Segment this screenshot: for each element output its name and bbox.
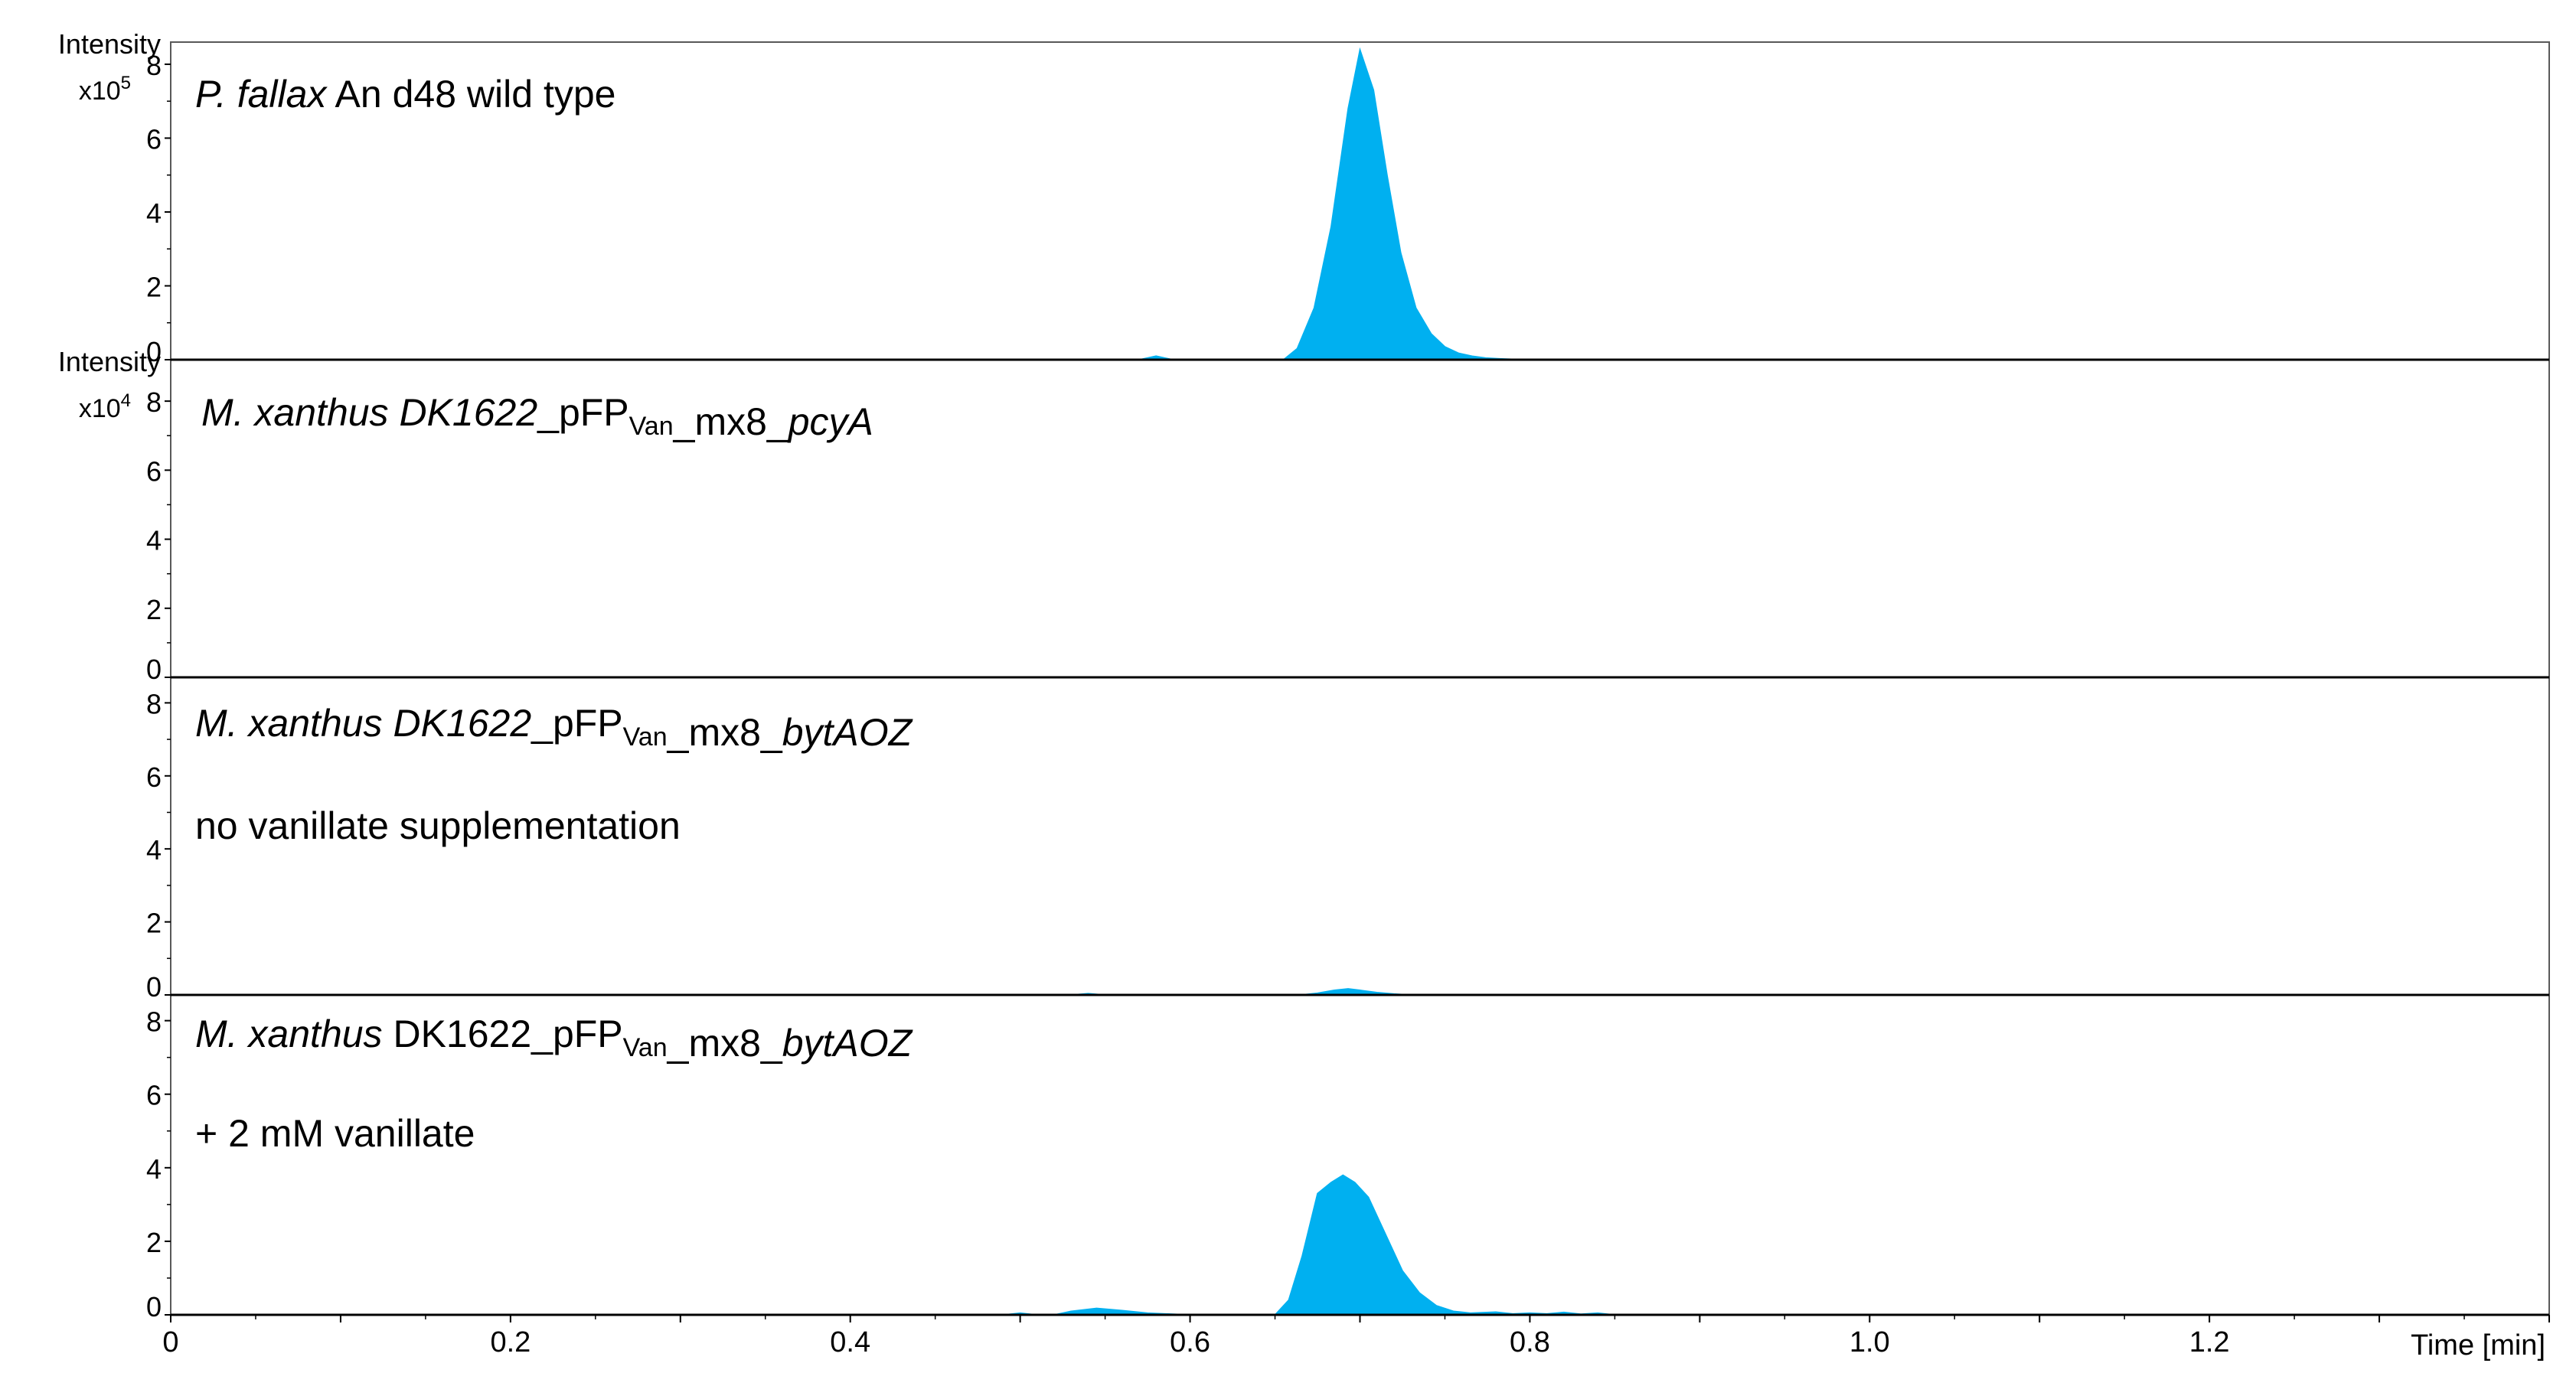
y-tick-label: 8 <box>146 688 162 719</box>
y-axis-title: Intensity <box>58 346 161 377</box>
annotation-segment: pcyA <box>787 400 873 443</box>
annotation-segment: Van <box>623 722 668 752</box>
x-tick-label: 0.6 <box>1170 1326 1210 1358</box>
y-tick-label: 4 <box>146 525 162 556</box>
y-tick-label: 6 <box>146 123 162 155</box>
annotation-segment: bytAOZ <box>782 711 913 754</box>
y-tick-label: 4 <box>146 197 162 229</box>
panel-2: 0 2 4 6 8 Intensity x104 M. xanthus DK1622_pFPV… <box>58 346 2549 685</box>
y-tick-label: 6 <box>146 761 162 793</box>
annotation-segment: P. fallax <box>195 73 328 116</box>
y-tick-label: 8 <box>146 386 162 418</box>
x-tick-label: 1.2 <box>2189 1326 2230 1358</box>
annotation-line: M. xanthus DK1622_pFPVan_mx8_bytAOZ <box>195 702 913 754</box>
panel-4: 0 2 4 6 8 M. xanthus DK1622_pFPVan_mx8_bytAOZ… <box>146 1006 2549 1322</box>
annotation-segment: _pFP <box>531 702 623 745</box>
annotation-segment: no vanillate supplementation <box>195 804 681 847</box>
annotation-segment: An d48 wild type <box>326 73 615 116</box>
annotation-segment: bytAOZ <box>782 1022 913 1065</box>
annotation-segment: _mx8_ <box>667 1022 783 1065</box>
x-axis: 0 0.2 0.4 0.6 0.8 1.0 1.2 Time [min] <box>162 1315 2550 1362</box>
x-tick-label: 0.4 <box>830 1326 870 1358</box>
x-axis-title: Time [min] <box>2411 1329 2545 1362</box>
annotation-line: M. xanthus DK1622_pFPVan_mx8_bytAOZ <box>195 1013 913 1065</box>
y-tick-label: 0 <box>146 654 162 685</box>
y-tick-label: 0 <box>146 336 162 367</box>
x-tick-label: 1.0 <box>1850 1326 1890 1358</box>
annotation-line: no vanillate supplementation <box>195 804 681 847</box>
annotation-segment: _mx8_ <box>667 711 783 754</box>
y-tick-label: 2 <box>146 1227 162 1258</box>
annotation-line: M. xanthus DK1622_pFPVan_mx8_pcyA <box>201 391 873 443</box>
y-multiplier: x105 <box>79 73 131 106</box>
y-tick-label: 2 <box>146 594 162 625</box>
annotation-line: P. fallax An d48 wild type <box>195 73 615 116</box>
x-tick-label: 0.2 <box>490 1326 531 1358</box>
y-tick-label: 0 <box>146 1291 162 1322</box>
y-tick-label: 8 <box>146 50 162 81</box>
y-tick-label: 4 <box>146 1153 162 1185</box>
x-tick-label: 0 <box>162 1326 178 1358</box>
annotation-segment: Van <box>623 1033 668 1062</box>
annotation-segment: M. xanthus DK1622 <box>195 702 531 745</box>
annotation-segment: + 2 mM vanillate <box>195 1112 475 1155</box>
annotation-segment: M. xanthus DK1622 <box>201 391 537 434</box>
y-tick-label: 4 <box>146 834 162 866</box>
y-tick-label: 2 <box>146 271 162 302</box>
y-tick-label: 2 <box>146 908 162 939</box>
panel-3: 0 2 4 6 8 M. xanthus DK1622_pFPVan_mx8_bytAOZ… <box>146 688 2549 1003</box>
y-tick-label: 8 <box>146 1006 162 1038</box>
y-axis-title: Intensity <box>58 28 161 60</box>
annotation-segment: _pFP <box>537 391 629 434</box>
annotation-segment: Van <box>629 412 674 441</box>
annotation-segment: M. xanthus <box>195 1013 383 1055</box>
y-tick-label: 6 <box>146 455 162 487</box>
x-tick-label: 0.8 <box>1510 1326 1550 1358</box>
y-multiplier: x104 <box>79 390 131 423</box>
y-tick-label: 6 <box>146 1080 162 1111</box>
series-area <box>171 1174 2549 1316</box>
annotation-line: + 2 mM vanillate <box>195 1112 475 1155</box>
annotation-segment: DK1622_pFP <box>383 1013 623 1055</box>
y-tick-label: 0 <box>146 971 162 1003</box>
annotation-segment: _mx8_ <box>673 400 789 443</box>
